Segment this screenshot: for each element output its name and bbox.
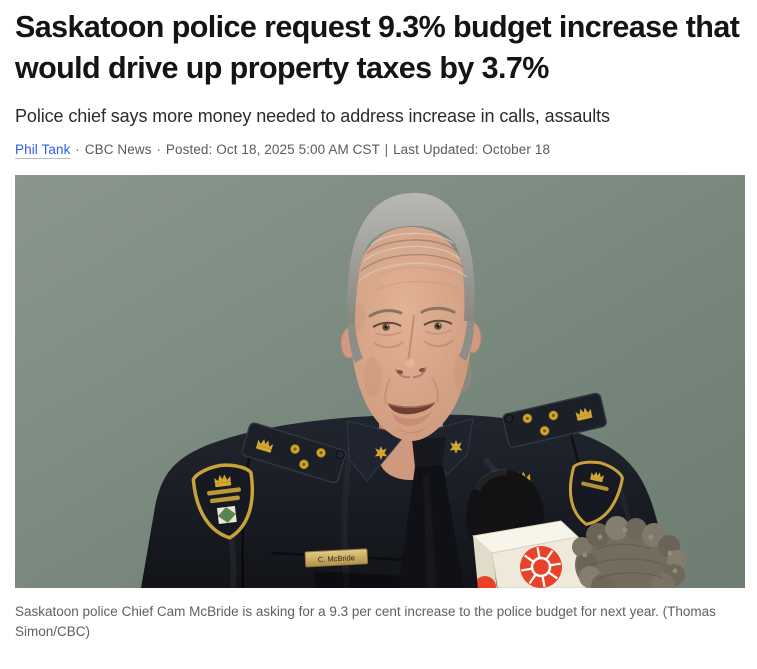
article-headline: Saskatoon police request 9.3% budget inc… [15,10,740,86]
author-link[interactable]: Phil Tank [15,141,71,159]
article-photo[interactable]: C. McBride [15,174,745,588]
byline-separator: | [384,141,389,157]
nose [395,314,427,379]
article-byline: Phil Tank · CBC News · Posted: Oct 18, 2… [15,141,745,159]
article-subheadline: Police chief says more money needed to a… [15,105,610,126]
press-conference-photo: C. McBride [15,174,745,588]
byline-updated: Last Updated: October 18 [393,141,551,157]
left-epaulette [241,422,347,484]
cbc-microphone-flag [471,520,591,588]
byline-source: CBC News [84,141,152,157]
byline-posted: Posted: Oct 18, 2025 5:00 AM CST [165,141,380,157]
cbc-logo-icon [520,545,562,588]
right-epaulette [502,392,607,448]
uniform-tie [398,436,464,588]
gray-hair [347,192,475,363]
byline-separator: · [75,141,80,157]
chief-head [340,192,482,441]
cbc-logo-partial-icon [474,575,496,588]
byline-separator: · [156,141,162,157]
name-tag: C. McBride [304,548,369,568]
saskatoon-police-patch-right [568,460,624,526]
eyes [372,319,454,349]
furry-microphone-icon [572,515,687,588]
article-page: Saskatoon police request 9.3% budget inc… [0,7,757,641]
saskatoon-police-patch [191,463,255,540]
name-tag-text: C. McBride [318,553,356,564]
mouth [387,402,436,434]
photo-caption: Saskatoon police Chief Cam McBride is as… [15,603,716,639]
